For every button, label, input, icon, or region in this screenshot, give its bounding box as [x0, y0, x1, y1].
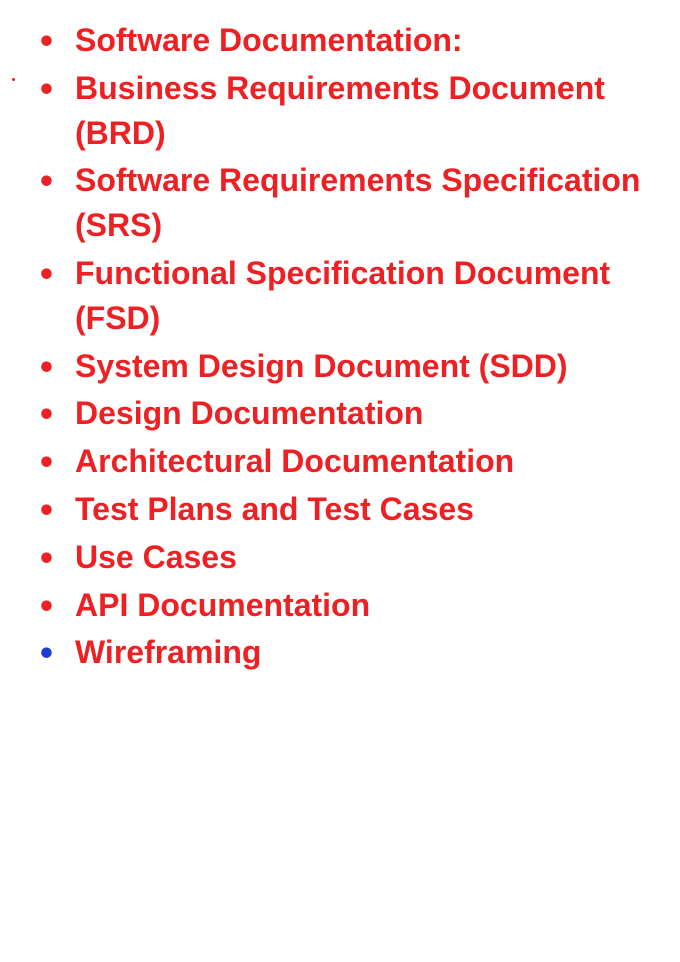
list-item: Software Documentation: [75, 18, 660, 63]
documentation-list: Software Documentation: Business Require… [30, 18, 660, 675]
list-item-label: API Documentation [75, 587, 370, 623]
list-item: API Documentation [75, 583, 660, 628]
list-item: Business Requirements Document (BRD) [75, 66, 660, 156]
list-item: Use Cases [75, 535, 660, 580]
list-item-label: Architectural Documentation [75, 443, 514, 479]
list-item-label: Design Documentation [75, 395, 423, 431]
list-item: Design Documentation [75, 391, 660, 436]
list-item: Software Requirements Specification (SRS… [75, 158, 660, 248]
list-item: Architectural Documentation [75, 439, 660, 484]
list-item: Functional Specification Document (FSD) [75, 251, 660, 341]
list-item-label: Software Documentation: [75, 22, 463, 58]
list-item-label: Business Requirements Document (BRD) [75, 70, 605, 151]
list-item-label: Use Cases [75, 539, 237, 575]
list-item-label: System Design Document (SDD) [75, 348, 568, 384]
list-item: Test Plans and Test Cases [75, 487, 660, 532]
stray-dot [12, 78, 15, 81]
list-item: System Design Document (SDD) [75, 344, 660, 389]
list-item: Wireframing [75, 630, 660, 675]
list-item-label: Test Plans and Test Cases [75, 491, 474, 527]
list-item-label: Functional Specification Document (FSD) [75, 255, 610, 336]
list-item-label: Wireframing [75, 634, 261, 670]
list-item-label: Software Requirements Specification (SRS… [75, 162, 640, 243]
